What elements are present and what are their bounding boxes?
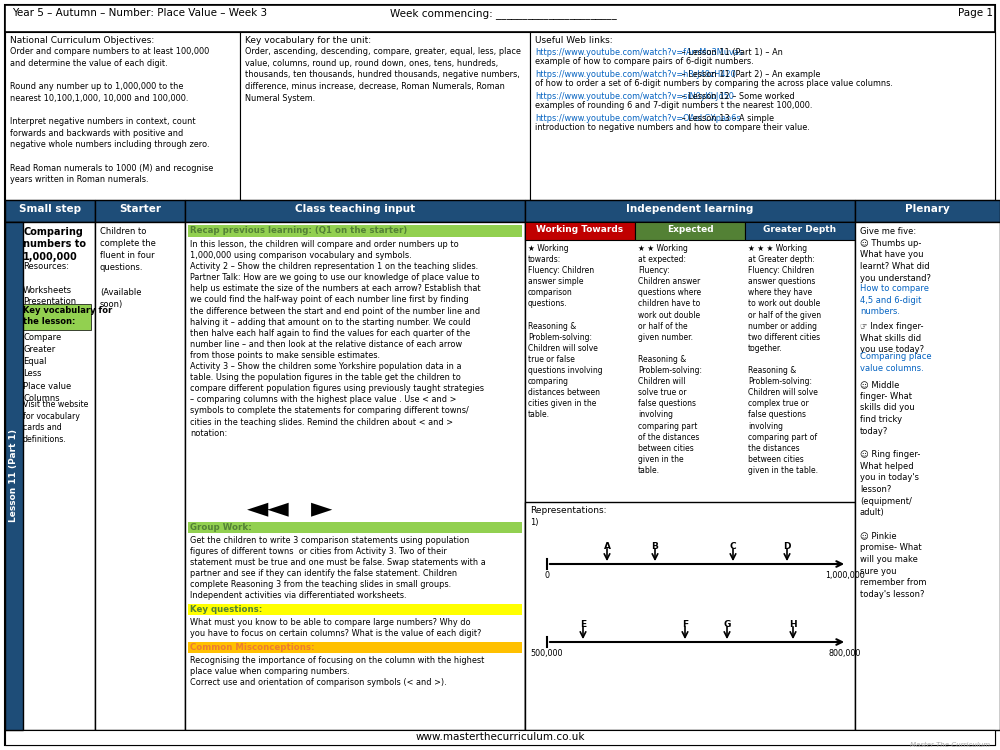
Bar xyxy=(5,200,95,222)
Text: Order, ascending, descending, compare, greater, equal, less, place
value, column: Order, ascending, descending, compare, g… xyxy=(245,47,521,103)
Text: Expected: Expected xyxy=(667,225,713,234)
Text: https://www.youtube.com/watch?v=fAmMu3Muvas: https://www.youtube.com/watch?v=fAmMu3Mu… xyxy=(535,48,743,57)
Text: Give me five:
☺ Thumbs up-
What have you
learnt? What did
you understand?: Give me five: ☺ Thumbs up- What have you… xyxy=(860,227,931,283)
Text: C: C xyxy=(730,542,736,551)
Text: ★ ★ Working
at expected:
Fluency:
Children answer
questions where
children have : ★ ★ Working at expected: Fluency: Childr… xyxy=(638,244,702,475)
Text: Starter: Starter xyxy=(119,204,161,214)
Text: Resources:

Worksheets
Presentation: Resources: Worksheets Presentation xyxy=(23,262,76,307)
Text: Comparing
numbers to
1,000,000: Comparing numbers to 1,000,000 xyxy=(23,227,86,262)
Text: H: H xyxy=(789,620,797,629)
Text: Week commencing: _______________________: Week commencing: _______________________ xyxy=(390,8,617,19)
Text: Key vocabulary for
the lesson:: Key vocabulary for the lesson: xyxy=(23,306,112,326)
Text: National Curriculum Objectives:: National Curriculum Objectives: xyxy=(10,36,154,45)
Bar xyxy=(635,222,745,240)
Text: Common Misconceptions:: Common Misconceptions: xyxy=(190,643,314,652)
Bar xyxy=(855,200,1000,222)
Text: ★ ★ ★ Working
at Greater depth:
Fluency: Children
answer questions
where they ha: ★ ★ ★ Working at Greater depth: Fluency:… xyxy=(748,244,821,475)
Text: Working Towards: Working Towards xyxy=(536,225,624,234)
Text: ☺ Middle
finger- What
skills did you
find tricky
today?

☺ Ring finger-
What hel: ☺ Middle finger- What skills did you fin… xyxy=(860,380,926,599)
Bar xyxy=(745,222,855,240)
Bar xyxy=(95,200,185,222)
Text: Order and compare numbers to at least 100,000
and determine the value of each di: Order and compare numbers to at least 10… xyxy=(10,47,213,184)
Bar xyxy=(188,642,522,653)
Text: Key vocabulary for the unit:: Key vocabulary for the unit: xyxy=(245,36,371,45)
Bar xyxy=(240,32,530,200)
Text: ◄◄: ◄◄ xyxy=(247,494,289,522)
Bar xyxy=(525,502,855,730)
Text: Visit the website
for vocabulary
cards and
definitions.: Visit the website for vocabulary cards a… xyxy=(23,400,88,444)
Text: B: B xyxy=(652,542,658,551)
Bar xyxy=(21,304,91,330)
Text: Independent learning: Independent learning xyxy=(626,204,754,214)
Text: In this lesson, the children will compare and order numbers up to
1,000,000 usin: In this lesson, the children will compar… xyxy=(190,240,484,438)
Text: example of how to compare pairs of 6-digit numbers.: example of how to compare pairs of 6-dig… xyxy=(535,57,754,66)
Text: Recognising the importance of focusing on the column with the highest
place valu: Recognising the importance of focusing o… xyxy=(190,656,484,687)
Bar xyxy=(185,222,525,730)
Text: https://www.youtube.com/watch?v=siN0yKbJd50: https://www.youtube.com/watch?v=siN0yKbJ… xyxy=(535,92,734,101)
Text: What must you know to be able to compare large numbers? Why do
you have to focus: What must you know to be able to compare… xyxy=(190,618,481,638)
Text: – Lesson 11 (Part 2) – An example: – Lesson 11 (Part 2) – An example xyxy=(679,70,820,79)
Text: Master The Curriculum: Master The Curriculum xyxy=(910,742,990,748)
Text: Useful Web links:: Useful Web links: xyxy=(535,36,613,45)
Text: Plenary: Plenary xyxy=(905,204,950,214)
Text: Greater Depth: Greater Depth xyxy=(763,225,837,234)
Text: of how to order a set of 6-digit numbers by comparing the across place value col: of how to order a set of 6-digit numbers… xyxy=(535,79,893,88)
Bar xyxy=(525,200,855,222)
Text: – Lesson 11 (Part 1) – An: – Lesson 11 (Part 1) – An xyxy=(679,48,783,57)
Bar xyxy=(5,5,995,32)
Bar xyxy=(95,222,185,730)
Text: Recap previous learning: (Q1 on the starter): Recap previous learning: (Q1 on the star… xyxy=(190,226,407,235)
Text: Small step: Small step xyxy=(19,204,81,214)
Bar xyxy=(188,522,522,533)
Bar xyxy=(5,730,995,745)
Text: Lesson 11 (Part 1): Lesson 11 (Part 1) xyxy=(9,430,19,523)
Text: 1): 1) xyxy=(530,518,538,527)
Text: Representations:: Representations: xyxy=(530,506,606,515)
Bar xyxy=(525,222,635,240)
Text: ☞ Index finger-
What skills did
you use today?: ☞ Index finger- What skills did you use … xyxy=(860,322,924,354)
Bar xyxy=(5,32,240,200)
Text: www.masterthecurriculum.co.uk: www.masterthecurriculum.co.uk xyxy=(415,732,585,742)
Text: A: A xyxy=(604,542,610,551)
Text: ★ Working
towards:
Fluency: Children
answer simple
comparison
questions.

Reason: ★ Working towards: Fluency: Children ans… xyxy=(528,244,603,419)
Text: D: D xyxy=(783,542,791,551)
Text: ►: ► xyxy=(311,494,333,522)
Text: E: E xyxy=(580,620,586,629)
Bar xyxy=(188,604,522,615)
Bar xyxy=(188,225,522,237)
Text: F: F xyxy=(682,620,688,629)
Text: Children to
complete the
fluent in four
questions.

(Available
soon): Children to complete the fluent in four … xyxy=(100,227,156,309)
Bar xyxy=(525,222,855,730)
Bar xyxy=(5,222,95,730)
Text: G: G xyxy=(723,620,731,629)
Text: Compare
Greater
Equal
Less
Place value
Columns: Compare Greater Equal Less Place value C… xyxy=(23,333,71,403)
Bar xyxy=(5,222,23,730)
Text: – Lesson 13 – A simple: – Lesson 13 – A simple xyxy=(679,114,774,123)
Text: Group Work:: Group Work: xyxy=(190,523,252,532)
Text: Comparing place
value columns.: Comparing place value columns. xyxy=(860,352,932,373)
Text: 500,000: 500,000 xyxy=(531,649,563,658)
Bar xyxy=(185,200,525,222)
Bar xyxy=(530,32,995,200)
Text: https://www.youtube.com/watch?v=hRrJ49zH420: https://www.youtube.com/watch?v=hRrJ49zH… xyxy=(535,70,736,79)
Bar xyxy=(855,222,1000,730)
Text: examples of rounding 6 and 7-digit numbers t the nearest 100,000.: examples of rounding 6 and 7-digit numbe… xyxy=(535,101,812,110)
Text: introduction to negative numbers and how to compare their value.: introduction to negative numbers and how… xyxy=(535,123,810,132)
Text: 800,000: 800,000 xyxy=(829,649,861,658)
Text: Year 5 – Autumn – Number: Place Value – Week 3: Year 5 – Autumn – Number: Place Value – … xyxy=(12,8,267,18)
Text: Page 1: Page 1 xyxy=(958,8,993,18)
Text: Get the children to write 3 comparison statements using population
figures of di: Get the children to write 3 comparison s… xyxy=(190,536,486,601)
Text: 0: 0 xyxy=(544,571,550,580)
Text: – Lesson 12 – Some worked: – Lesson 12 – Some worked xyxy=(679,92,795,101)
Text: 1,000,000: 1,000,000 xyxy=(825,571,865,580)
Text: How to compare
4,5 and 6-digit
numbers.: How to compare 4,5 and 6-digit numbers. xyxy=(860,284,929,316)
Text: Key questions:: Key questions: xyxy=(190,605,262,614)
Text: Class teaching input: Class teaching input xyxy=(295,204,415,214)
Text: https://www.youtube.com/watch?v=OAoLCXpao6s: https://www.youtube.com/watch?v=OAoLCXpa… xyxy=(535,114,741,123)
